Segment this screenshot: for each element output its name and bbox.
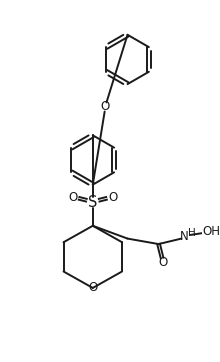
Text: H: H: [188, 228, 195, 238]
Text: O: O: [88, 281, 97, 294]
Text: O: O: [159, 256, 168, 269]
Text: OH: OH: [203, 225, 220, 238]
Text: S: S: [88, 194, 97, 210]
Text: O: O: [100, 101, 109, 113]
Text: O: O: [108, 191, 117, 204]
Text: O: O: [68, 191, 77, 204]
Text: N: N: [180, 230, 189, 243]
